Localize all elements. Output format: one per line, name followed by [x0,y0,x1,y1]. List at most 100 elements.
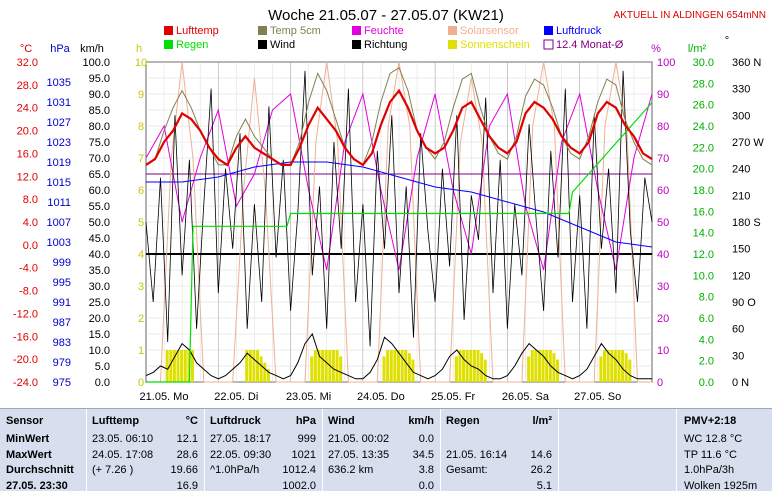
tick-label-celsius: 20.0 [17,126,38,138]
sunshine-bar [177,350,180,382]
sunshine-bar [393,350,396,382]
sunshine-bar [383,356,386,382]
tick-label-celsius: 12.0 [17,171,38,183]
wind-header: Wind [328,415,355,433]
tick-label-kmh: 85.0 [89,105,110,117]
column-separator [558,409,559,491]
tick-label-lm2: 20.0 [693,164,714,176]
legend-swatch [258,40,267,49]
tick-label-kmh: 65.0 [89,169,110,181]
tick-label-percent: 100 [657,57,675,69]
tick-label-hours: 1 [138,345,144,357]
tick-label-lm2: 8.0 [699,292,714,304]
tick-label-hours: 5 [138,217,144,229]
tick-label-kmh: 40.0 [89,249,110,261]
tick-label-kmh: 100.0 [82,57,110,69]
tick-label-kmh: 5.0 [95,361,110,373]
tick-label-lm2: 24.0 [693,121,714,133]
tick-label-kmh: 80.0 [89,121,110,133]
sunshine-bar [625,353,628,382]
legend-swatch [544,26,553,35]
sunshine-bar [466,350,469,382]
lufttemp-header: Lufttemp [92,415,139,433]
legend-label: Sonnenschein [460,39,530,51]
tick-label-kmh: 15.0 [89,329,110,341]
wind-distance: 636.2 km [328,464,373,480]
sensor-header: Sensor [6,415,43,433]
tick-label-kmh: 30.0 [89,281,110,293]
sunshine-bar [386,350,389,382]
sunshine-bar [321,350,324,382]
tick-label-hours: 6 [138,185,144,197]
lufttemp-min-value: 12.1 [177,433,198,449]
sensor-column: Sensor MinWert MaxWert Durchschnitt 27.0… [6,415,82,495]
wind-unit: km/h [408,415,434,433]
sunshine-bar [260,356,263,382]
column-separator [204,409,205,491]
tick-label-lm2: 10.0 [693,270,714,282]
tick-label-lm2: 22.0 [693,142,714,154]
tick-label-hours: 3 [138,281,144,293]
legend-label: Luftdruck [556,25,602,37]
tick-label-lm2: 28.0 [693,78,714,90]
tick-label-kmh: 70.0 [89,153,110,165]
regen-max-time: 21.05. 16:14 [446,449,507,465]
tick-label-hpa: 995 [53,277,71,289]
axis-unit-celsius: °C [20,43,32,55]
sunshine-bar [607,350,610,382]
tick-label-kmh: 60.0 [89,185,110,197]
tick-label-kmh: 95.0 [89,73,110,85]
sunshine-bar [336,350,339,382]
tick-label-hpa: 1003 [47,237,71,249]
axis-unit-percent: % [651,43,661,55]
tick-label-hpa: 987 [53,317,71,329]
legend-label: 12.4 Monat-Ø [556,39,624,51]
sunshine-bar [252,350,255,382]
tick-label-degree: 120 [732,270,750,282]
tick-label-hpa: 1007 [47,217,71,229]
sunshine-bar [545,350,548,382]
tick-label-celsius: -16.0 [13,331,38,343]
tick-label-hours: 4 [138,249,144,261]
tick-label-hpa: 979 [53,357,71,369]
sunshine-bar [455,356,458,382]
sunshine-bar [473,350,476,382]
legend-swatch [164,40,173,49]
tick-label-hpa: 1027 [47,117,71,129]
tick-label-hpa: 991 [53,297,71,309]
sunshine-bar [617,350,620,382]
wind-current-value: 0.0 [419,480,434,495]
sunshine-bar [314,350,317,382]
sunshine-bar [628,360,631,382]
legend-label: Wind [270,39,295,51]
luftdruck-min-time: 27.05. 18:17 [210,433,271,449]
legend-swatch [352,40,361,49]
tick-label-hpa: 983 [53,337,71,349]
luftdruck-max-value: 1021 [292,449,316,465]
regen-header: Regen [446,415,480,433]
legend-label: Solarsensor [460,25,519,37]
tick-label-hpa: 1031 [47,97,71,109]
legend-swatch [352,26,361,35]
tick-label-hpa: 1011 [47,197,71,209]
legend-swatch [448,26,457,35]
tick-label-degree: 90 O [732,297,756,309]
regen-max-value: 14.6 [531,449,552,465]
tick-label-kmh: 45.0 [89,233,110,245]
tick-label-kmh: 0.0 [95,377,110,389]
tick-label-kmh: 50.0 [89,217,110,229]
tick-label-celsius: 32.0 [17,57,38,69]
tick-label-lm2: 2.0 [699,356,714,368]
tick-label-hpa: 1035 [47,77,71,89]
tick-label-lm2: 30.0 [693,57,714,69]
tick-label-degree: 30 [732,350,744,362]
tick-label-degree: 180 S [732,217,761,229]
lufttemp-avg-delta: (+ 7.26 ) [92,464,133,480]
tick-label-hours: 0 [138,377,144,389]
sunshine-bar [484,360,487,382]
axis-unit-kmh: km/h [80,43,104,55]
pmv-header: PMV+2:18 [684,415,736,433]
